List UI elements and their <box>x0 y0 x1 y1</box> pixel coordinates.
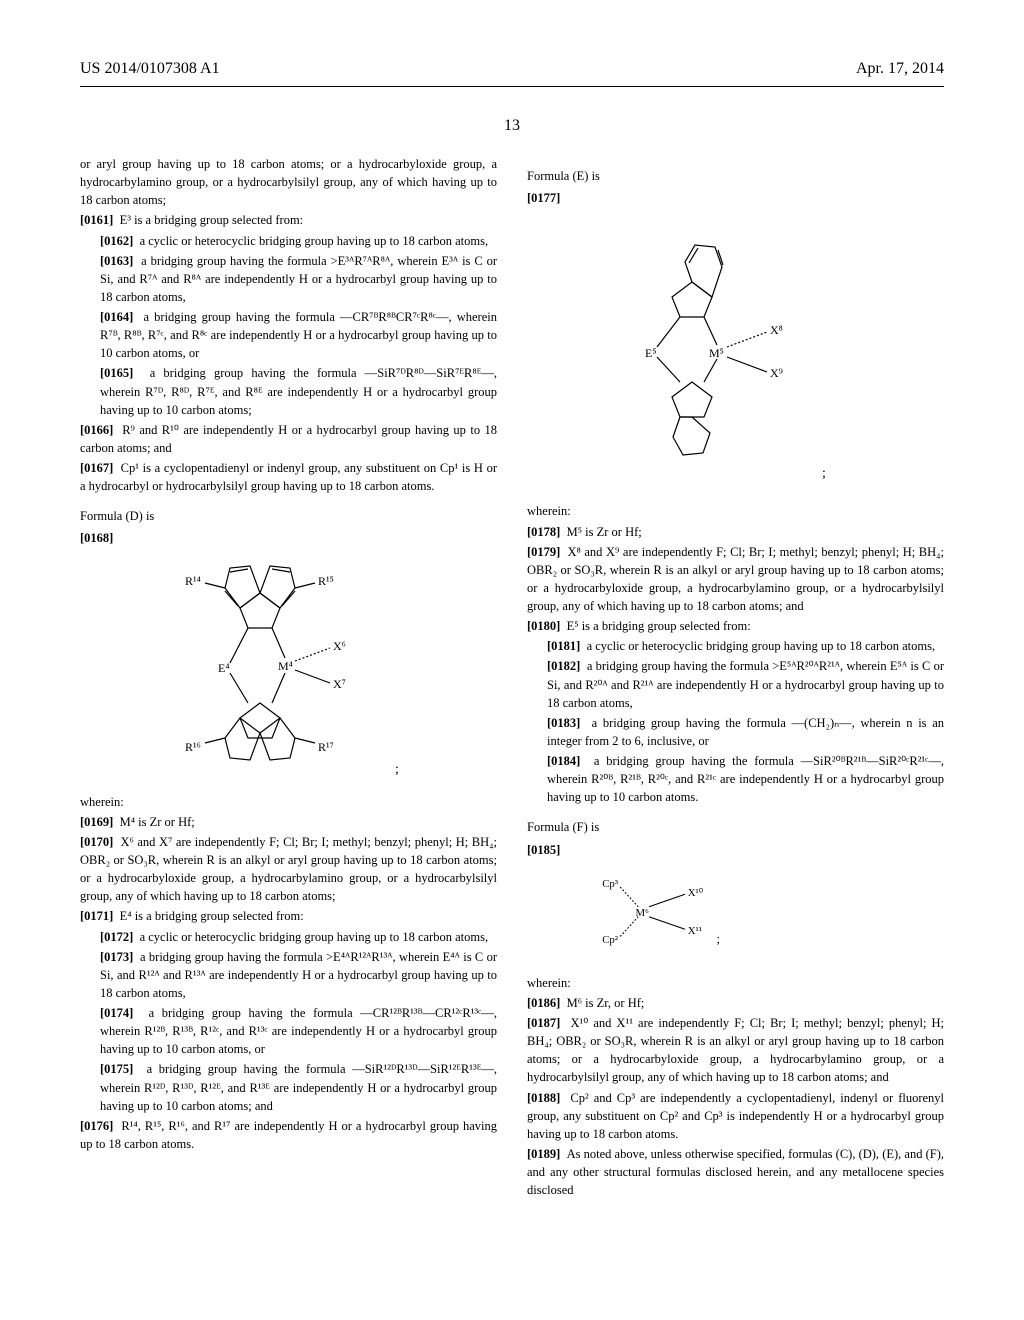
para-num: [0178] <box>527 525 560 539</box>
para-0176: [0176] R¹⁴, R¹⁵, R¹⁶, and R¹⁷ are indepe… <box>80 1117 497 1153</box>
para-0178: [0178] M⁵ is Zr or Hf; <box>527 523 944 541</box>
para-num: [0187] <box>527 1016 560 1030</box>
para-num: [0169] <box>80 815 113 829</box>
svg-text:X⁸: X⁸ <box>770 323 783 337</box>
para-0184: [0184] a bridging group having the formu… <box>547 752 944 806</box>
svg-text:;: ; <box>822 466 826 481</box>
para-0165: [0165] a bridging group having the formu… <box>100 364 497 418</box>
wherein-f: wherein: <box>527 974 944 992</box>
para-0173: [0173] a bridging group having the formu… <box>100 948 497 1002</box>
para-0185: [0185] <box>527 841 944 859</box>
para-0172: [0172] a cyclic or heterocyclic bridging… <box>100 928 497 946</box>
para-0171: [0171] E⁴ is a bridging group selected f… <box>80 907 497 925</box>
svg-text:R¹⁷: R¹⁷ <box>318 740 334 754</box>
para-0189: [0189] As noted above, unless otherwise … <box>527 1145 944 1199</box>
para-num: [0171] <box>80 909 113 923</box>
figure-f: Cp³ Cp² M⁶ X¹⁰ X¹¹ ; <box>577 869 757 964</box>
para-num: [0183] <box>547 716 580 730</box>
wherein-e: wherein: <box>527 502 944 520</box>
content-area: or aryl group having up to 18 carbon ato… <box>0 135 1024 1201</box>
figure-d: R¹⁴ R¹⁵ R¹⁶ R¹⁷ E⁴ M⁴ X⁶ X⁷ ; <box>130 558 410 783</box>
para-num: [0161] <box>80 213 113 227</box>
svg-text:;: ; <box>717 931 721 945</box>
para-0188: [0188] Cp² and Cp³ are independently a c… <box>527 1089 944 1143</box>
svg-text:X¹⁰: X¹⁰ <box>688 887 704 899</box>
svg-text:R¹⁴: R¹⁴ <box>185 574 201 588</box>
page-number: 13 <box>0 117 1024 135</box>
para-0174: [0174] a bridging group having the formu… <box>100 1004 497 1058</box>
svg-text:Cp³: Cp³ <box>602 878 619 890</box>
para-num: [0186] <box>527 996 560 1010</box>
para-0182: [0182] a bridging group having the formu… <box>547 657 944 711</box>
para-num: [0164] <box>100 310 133 324</box>
svg-text:M⁶: M⁶ <box>636 906 650 918</box>
page-header: US 2014/0107308 A1 Apr. 17, 2014 <box>0 0 1024 86</box>
para-num: [0188] <box>527 1091 560 1105</box>
para-num: [0179] <box>527 545 560 559</box>
para-0175: [0175] a bridging group having the formu… <box>100 1060 497 1114</box>
svg-text:M⁵: M⁵ <box>709 346 724 360</box>
para-num: [0181] <box>547 639 580 653</box>
header-rule <box>80 86 944 87</box>
para-0161: [0161] E³ is a bridging group selected f… <box>80 211 497 229</box>
para-0168: [0168] <box>80 529 497 547</box>
para-num: [0170] <box>80 835 113 849</box>
formula-d-label: Formula (D) is <box>80 507 497 525</box>
para-num: [0174] <box>100 1006 133 1020</box>
right-column: Formula (E) is [0177] <box>527 155 944 1201</box>
wherein-d: wherein: <box>80 793 497 811</box>
svg-text:;: ; <box>395 762 399 777</box>
para-0162: [0162] a cyclic or heterocyclic bridging… <box>100 232 497 250</box>
para-num: [0165] <box>100 366 133 380</box>
left-column: or aryl group having up to 18 carbon ato… <box>80 155 497 1201</box>
svg-text:X⁶: X⁶ <box>333 639 346 653</box>
para-num: [0175] <box>100 1062 133 1076</box>
formula-e-label: Formula (E) is <box>527 167 944 185</box>
svg-text:X¹¹: X¹¹ <box>688 924 702 936</box>
svg-text:M⁴: M⁴ <box>278 659 293 673</box>
para-num: [0176] <box>80 1119 113 1133</box>
para-0170: [0170] X⁶ and X⁷ are independently F; Cl… <box>80 833 497 906</box>
para-0169: [0169] M⁴ is Zr or Hf; <box>80 813 497 831</box>
para-num: [0166] <box>80 423 113 437</box>
doc-date: Apr. 17, 2014 <box>856 60 944 78</box>
para-0187: [0187] X¹⁰ and X¹¹ are independently F; … <box>527 1014 944 1087</box>
svg-text:R¹⁵: R¹⁵ <box>318 574 334 588</box>
para-num: [0184] <box>547 754 580 768</box>
para-num: [0173] <box>100 950 133 964</box>
para-num: [0163] <box>100 254 133 268</box>
svg-text:E⁴: E⁴ <box>218 661 230 675</box>
para-num: [0182] <box>547 659 580 673</box>
formula-f-label: Formula (F) is <box>527 818 944 836</box>
para-num: [0167] <box>80 461 113 475</box>
para-num: [0172] <box>100 930 133 944</box>
para-num: [0162] <box>100 234 133 248</box>
para-0166: [0166] R⁹ and R¹⁰ are independently H or… <box>80 421 497 457</box>
para-0163: [0163] a bridging group having the formu… <box>100 252 497 306</box>
para-num: [0189] <box>527 1147 560 1161</box>
svg-text:X⁷: X⁷ <box>333 677 346 691</box>
para-0180: [0180] E⁵ is a bridging group selected f… <box>527 617 944 635</box>
doc-number: US 2014/0107308 A1 <box>80 60 220 78</box>
para-num: [0180] <box>527 619 560 633</box>
svg-text:E⁵: E⁵ <box>645 346 657 360</box>
svg-text:X⁹: X⁹ <box>770 366 783 380</box>
para-0177: [0177] <box>527 189 944 207</box>
para-0181: [0181] a cyclic or heterocyclic bridging… <box>547 637 944 655</box>
svg-text:Cp²: Cp² <box>602 933 618 945</box>
figure-e: E⁵ M⁵ X⁸ X⁹ ; <box>577 217 857 492</box>
intro-text: or aryl group having up to 18 carbon ato… <box>80 155 497 209</box>
para-0164: [0164] a bridging group having the formu… <box>100 308 497 362</box>
para-0186: [0186] M⁶ is Zr, or Hf; <box>527 994 944 1012</box>
para-0167: [0167] Cp¹ is a cyclopentadienyl or inde… <box>80 459 497 495</box>
svg-text:R¹⁶: R¹⁶ <box>185 740 201 754</box>
para-0179: [0179] X⁸ and X⁹ are independently F; Cl… <box>527 543 944 616</box>
para-0183: [0183] a bridging group having the formu… <box>547 714 944 750</box>
